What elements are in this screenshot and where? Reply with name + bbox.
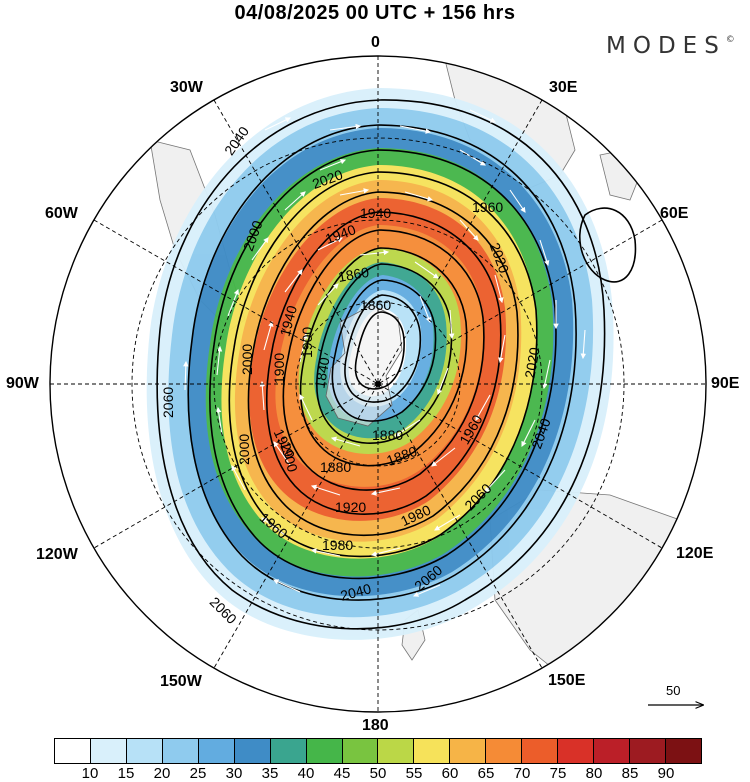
contour-label: 1860 — [337, 264, 371, 285]
brand-name: MODES — [606, 33, 726, 59]
colorbar-tick-label: 20 — [153, 765, 171, 782]
colorbar-tick-label: 80 — [585, 765, 603, 782]
contour-1980 — [247, 191, 519, 537]
lon-label-60w: 60W — [45, 205, 78, 222]
colorbar-box — [90, 739, 127, 763]
contour-2000 — [228, 171, 538, 558]
brand-logo: MODES© — [606, 33, 735, 59]
reference-vector-label: 50 — [666, 683, 681, 698]
lon-label-150e: 150E — [548, 672, 586, 689]
colorbar-tick-label: 70 — [513, 765, 531, 782]
lon-label-60e: 60E — [660, 205, 689, 222]
contour-2020 — [209, 149, 557, 580]
contour-1900 — [316, 263, 453, 444]
graticule — [50, 56, 706, 712]
contour-label: 1900 — [299, 327, 315, 358]
contour-1960 — [265, 211, 502, 515]
contour-label: 1840 — [311, 356, 332, 390]
lon-label-30e: 30E — [549, 79, 578, 96]
map-boundary — [49, 55, 707, 713]
colorbar-tick-label: 45 — [333, 765, 351, 782]
contour-label: 2020 — [521, 346, 542, 380]
colorbar-tick-label: 50 — [369, 765, 387, 782]
contour-label: 1900 — [271, 353, 287, 384]
colorbar-tick-label: 40 — [297, 765, 315, 782]
lon-label-30w: 30W — [170, 79, 203, 96]
colorbar-box — [558, 739, 595, 763]
colorbar-box — [162, 739, 199, 763]
contour-1880 — [331, 279, 437, 422]
lon-label-150w: 150W — [160, 673, 202, 690]
contour-label: 2060 — [160, 387, 176, 418]
contour-label: 2000 — [239, 344, 255, 375]
colorbar-box — [414, 739, 451, 763]
south-pole-dot — [375, 381, 381, 387]
contour-1840 — [354, 311, 405, 390]
contour-1920 — [299, 247, 468, 467]
colorbar-tick-label: 15 — [117, 765, 135, 782]
contour-label: 2040 — [339, 580, 373, 604]
lon-label-120e: 120E — [676, 545, 714, 562]
colorbar-box — [630, 739, 666, 763]
colorbar-box — [450, 739, 487, 763]
colorbar — [54, 738, 702, 764]
copyright-mark: © — [725, 35, 735, 45]
colorbar-box — [126, 739, 163, 763]
contour-label: 1980 — [322, 537, 353, 553]
contour-1860 — [344, 294, 422, 403]
colorbar-box — [234, 739, 271, 763]
colorbar-box — [55, 739, 91, 763]
colorbar-tick-label: 25 — [189, 765, 207, 782]
contour-label: 1860 — [360, 297, 391, 313]
colorbar-box — [486, 739, 523, 763]
lon-label-0: 0 — [371, 34, 380, 51]
contour-label: 1880 — [320, 459, 351, 475]
contour-2060-closed — [579, 207, 637, 283]
colorbar-box — [378, 739, 415, 763]
colorbar-box — [665, 739, 701, 763]
contour-label: 2000 — [236, 434, 252, 465]
colorbar-tick-label: 30 — [225, 765, 243, 782]
contour-label: 1940 — [277, 304, 301, 338]
lon-label-120w: 120W — [36, 546, 78, 563]
wind-vectors — [183, 109, 587, 597]
lon-label-90e: 90E — [711, 375, 740, 392]
map-title: 04/08/2025 00 UTC + 156 hrs — [234, 2, 516, 24]
colorbar-tick-label: 55 — [405, 765, 423, 782]
lon-label-180: 180 — [362, 717, 389, 734]
colorbar-box — [522, 739, 559, 763]
colorbar-box — [270, 739, 307, 763]
contour-label: 1920 — [335, 499, 366, 515]
contour-label: 1880 — [372, 427, 403, 443]
lon-label-90w: 90W — [6, 375, 39, 392]
colorbar-tick-label: 85 — [621, 765, 639, 782]
colorbar-tick-label: 10 — [81, 765, 99, 782]
colorbar-tick-label: 65 — [477, 765, 495, 782]
contour-label: 1940 — [360, 205, 391, 221]
colorbar-box — [198, 739, 235, 763]
contour-2040 — [187, 124, 577, 601]
contour-label: 1960 — [472, 199, 503, 215]
colorbar-box — [594, 739, 630, 763]
contour-label: 1900 — [277, 439, 301, 473]
colorbar-box — [342, 739, 379, 763]
colorbar-tick-label: 60 — [441, 765, 459, 782]
colorbar-tick-label: 90 — [657, 765, 675, 782]
contour-1940 — [282, 229, 485, 491]
colorbar-box — [306, 739, 343, 763]
colorbar-tick-label: 75 — [549, 765, 567, 782]
colorbar-tick-label: 35 — [261, 765, 279, 782]
